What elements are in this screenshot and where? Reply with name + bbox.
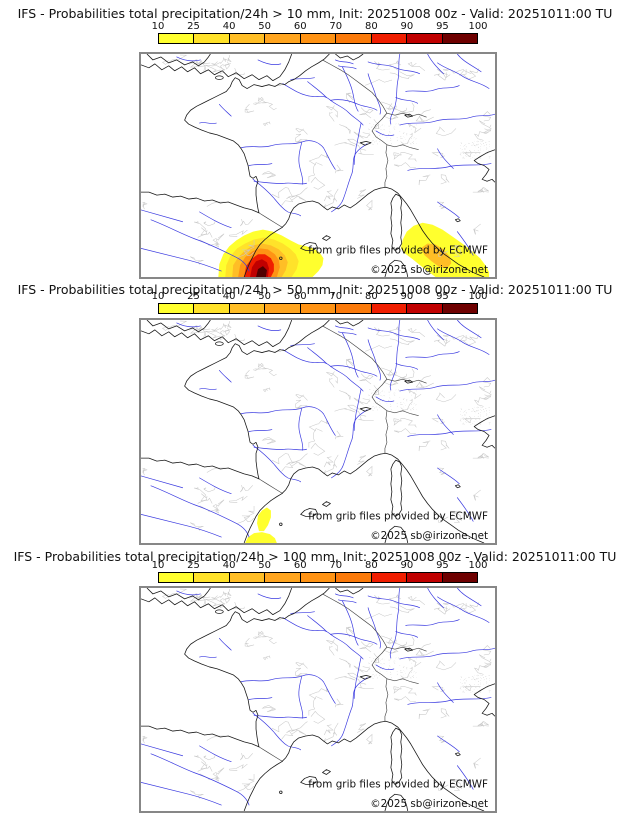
- colorbar-tick-label: 50: [258, 291, 272, 302]
- colorbar-tick-label: 50: [258, 560, 272, 571]
- colorbar-segment: [300, 573, 336, 582]
- panel1-title: IFS - Probabilities total precipitation/…: [17, 6, 613, 21]
- colorbar-segment: [407, 573, 442, 582]
- colorbar-segment: [336, 304, 371, 313]
- panel2-colorbar-ticks: 10 25 40 50 60 70 80 90 95 100: [152, 291, 488, 302]
- colorbar-segment: [159, 573, 194, 582]
- colorbar-segment: [442, 573, 477, 582]
- colorbar-tick-label: 40: [222, 21, 236, 32]
- colorbar-tick-label: 90: [400, 21, 414, 32]
- colorbar-tick-label: 70: [329, 21, 343, 32]
- colorbar-tick-label: 70: [329, 291, 343, 302]
- panel3-map: from grib files provided by ECMWF ©2025 …: [139, 586, 497, 813]
- precip-area-p40: [420, 243, 452, 269]
- panel1-colorbar: [158, 33, 478, 44]
- panel3-title: IFS - Probabilities total precipitation/…: [13, 549, 617, 564]
- colorbar-tick-label: 25: [187, 560, 200, 571]
- colorbar-segment: [371, 34, 407, 43]
- colorbar-segment: [194, 573, 229, 582]
- ecmwf-credit-text: from grib files provided by ECMWF: [308, 510, 488, 522]
- colorbar-tick-label: 80: [364, 291, 378, 302]
- colorbar-tick-label: 90: [400, 560, 414, 571]
- colorbar-segment: [229, 573, 265, 582]
- colorbar-tick-label: 100: [468, 560, 488, 571]
- panel3-colorbar-ticks: 10 25 40 50 60 70 80 90 95 100: [152, 560, 488, 571]
- precip-area-p10: [400, 222, 490, 277]
- colorbar-tick-label: 10: [151, 291, 165, 302]
- colorbar-tick-label: 60: [293, 21, 307, 32]
- colorbar-tick-label: 100: [468, 21, 488, 32]
- colorbar-tick-label: 95: [436, 560, 449, 571]
- copyright-text: ©2025 sb@irizone.net: [370, 530, 488, 542]
- colorbar-tick-label: 10: [151, 560, 165, 571]
- colorbar-segment: [159, 304, 194, 313]
- colorbar-segment: [371, 304, 407, 313]
- panel1-map: from grib files provided by ECMWF ©2025 …: [139, 52, 497, 279]
- precip-area-p95: [256, 266, 267, 277]
- panel2-map: from grib files provided by ECMWF ©2025 …: [139, 318, 497, 545]
- ecmwf-credit-text: from grib files provided by ECMWF: [308, 778, 488, 790]
- colorbar-tick-label: 40: [222, 560, 236, 571]
- panel2-precip-probability-areas: [245, 507, 277, 543]
- colorbar-tick-label: 80: [364, 560, 378, 571]
- ecmwf-credit-text: from grib files provided by ECMWF: [308, 244, 488, 256]
- colorbar-segment: [336, 573, 371, 582]
- colorbar-tick-label: 60: [293, 291, 307, 302]
- colorbar-segment: [194, 34, 229, 43]
- colorbar-segment: [265, 34, 300, 43]
- colorbar-segment: [442, 304, 477, 313]
- colorbar-segment: [300, 304, 336, 313]
- colorbar-tick-label: 100: [468, 291, 488, 302]
- copyright-text: ©2025 sb@irizone.net: [370, 798, 488, 810]
- panel1-colorbar-ticks: 10 25 40 50 60 70 80 90 95 100: [152, 21, 488, 32]
- colorbar-tick-label: 70: [329, 560, 343, 571]
- copyright-text: ©2025 sb@irizone.net: [370, 264, 488, 276]
- panel2-title: IFS - Probabilities total precipitation/…: [17, 282, 613, 297]
- colorbar-tick-label: 95: [436, 21, 449, 32]
- colorbar-segment: [300, 34, 336, 43]
- colorbar-segment: [194, 304, 229, 313]
- panel3-colorbar: [158, 572, 478, 583]
- colorbar-segment: [407, 304, 442, 313]
- colorbar-tick-label: 50: [258, 21, 272, 32]
- colorbar-tick-label: 10: [151, 21, 165, 32]
- colorbar-segment: [159, 34, 194, 43]
- colorbar-tick-label: 80: [364, 21, 378, 32]
- colorbar-segment: [407, 34, 442, 43]
- colorbar-tick-label: 25: [187, 21, 200, 32]
- colorbar-segment: [229, 34, 265, 43]
- colorbar-segment: [229, 304, 265, 313]
- precip-area-p10: [257, 507, 271, 532]
- colorbar-segment: [442, 34, 477, 43]
- colorbar-tick-label: 25: [187, 291, 200, 302]
- colorbar-tick-label: 90: [400, 291, 414, 302]
- colorbar-segment: [265, 573, 300, 582]
- colorbar-tick-label: 60: [293, 560, 307, 571]
- colorbar-tick-label: 95: [436, 291, 449, 302]
- colorbar-tick-label: 40: [222, 291, 236, 302]
- colorbar-segment: [265, 304, 300, 313]
- panel2-colorbar: [158, 303, 478, 314]
- colorbar-segment: [336, 34, 371, 43]
- colorbar-segment: [371, 573, 407, 582]
- precip-area-p10: [245, 532, 277, 543]
